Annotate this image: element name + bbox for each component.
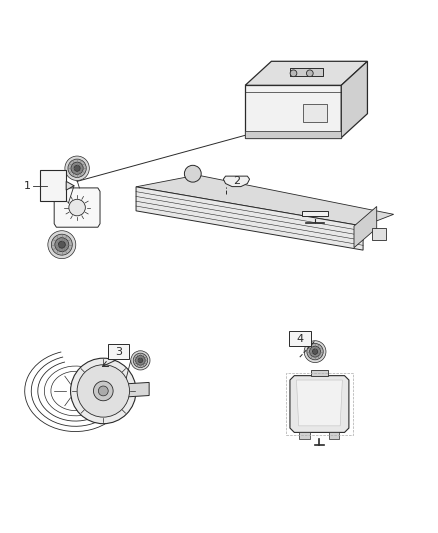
Polygon shape [223,176,250,187]
Circle shape [51,234,72,255]
Polygon shape [297,380,343,426]
Circle shape [55,238,69,252]
Polygon shape [329,432,339,439]
Polygon shape [354,206,377,248]
Circle shape [184,165,201,182]
Circle shape [307,343,323,360]
Polygon shape [303,103,327,122]
Polygon shape [40,171,66,201]
Polygon shape [341,61,367,138]
Polygon shape [245,61,367,85]
Polygon shape [136,187,363,250]
Polygon shape [372,228,386,240]
Polygon shape [290,68,323,76]
Polygon shape [290,376,349,432]
Circle shape [48,231,76,259]
Circle shape [93,381,113,401]
Circle shape [131,351,150,370]
Polygon shape [245,132,341,138]
Polygon shape [128,382,149,397]
Circle shape [304,341,326,362]
FancyBboxPatch shape [108,344,130,359]
Text: 4: 4 [296,334,304,344]
Text: 3: 3 [115,346,122,357]
Circle shape [138,358,143,363]
Polygon shape [66,181,74,190]
Polygon shape [54,188,100,227]
Circle shape [77,365,130,417]
FancyBboxPatch shape [289,331,311,346]
Circle shape [71,162,83,174]
Circle shape [133,353,148,368]
Polygon shape [300,432,310,439]
Circle shape [312,349,318,354]
Text: 2: 2 [233,176,240,187]
Circle shape [58,241,65,248]
Circle shape [310,346,321,357]
Polygon shape [311,370,328,376]
Circle shape [307,70,313,77]
Polygon shape [245,85,341,138]
Circle shape [68,159,86,177]
Polygon shape [302,211,328,216]
Polygon shape [136,175,394,226]
Text: 1: 1 [23,181,30,191]
Circle shape [69,199,85,216]
Circle shape [74,165,80,171]
Circle shape [136,356,145,365]
Circle shape [71,358,136,424]
Circle shape [99,386,108,396]
Circle shape [65,156,89,181]
Circle shape [290,70,297,77]
